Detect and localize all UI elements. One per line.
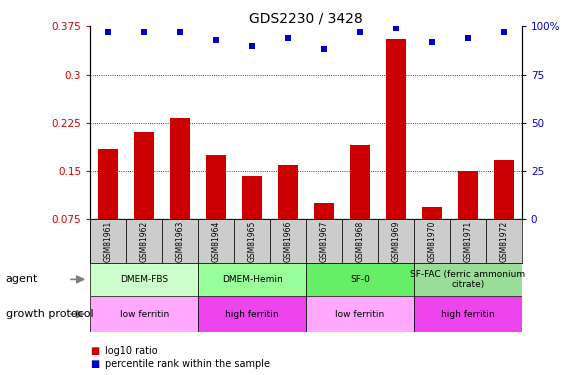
Text: GSM81969: GSM81969 [391,220,401,262]
Bar [414,296,522,332]
Bar [306,219,342,262]
Point [247,42,257,48]
Text: high ferritin: high ferritin [441,310,494,319]
Bar [99,148,118,219]
Point [139,29,149,35]
Bar [198,219,234,262]
Bar [127,219,162,262]
Text: percentile rank within the sample: percentile rank within the sample [105,359,270,369]
Text: ■: ■ [90,346,100,355]
Bar [162,219,198,262]
Point [175,29,185,35]
Point [463,35,472,41]
Title: GDS2230 / 3428: GDS2230 / 3428 [249,11,363,25]
Bar [386,39,406,219]
Bar [234,219,270,262]
Bar [270,219,306,262]
Text: GSM81967: GSM81967 [319,220,329,262]
Bar [170,118,190,219]
Bar [90,219,127,262]
Bar [458,171,477,219]
Point [319,46,329,53]
Bar [90,262,198,296]
Bar [486,219,522,262]
Text: GSM81966: GSM81966 [283,220,293,262]
Text: GSM81962: GSM81962 [140,220,149,262]
Text: GSM81963: GSM81963 [175,220,185,262]
Text: log10 ratio: log10 ratio [105,346,157,355]
Bar [243,176,262,219]
Text: DMEM-Hemin: DMEM-Hemin [222,275,283,284]
Bar [450,219,486,262]
Point [427,39,437,45]
Bar [90,296,198,332]
Bar [278,165,298,219]
Text: GSM81965: GSM81965 [248,220,257,262]
Text: GSM81964: GSM81964 [212,220,221,262]
Text: GSM81961: GSM81961 [104,220,113,262]
Point [499,29,508,35]
Point [104,29,113,35]
Bar [198,296,306,332]
Text: high ferritin: high ferritin [226,310,279,319]
Bar [306,262,414,296]
Text: agent: agent [6,274,38,284]
Text: GSM81972: GSM81972 [499,220,508,262]
Point [355,29,365,35]
Text: DMEM-FBS: DMEM-FBS [120,275,168,284]
Text: low ferritin: low ferritin [335,310,385,319]
Bar [342,219,378,262]
Text: low ferritin: low ferritin [120,310,169,319]
Bar [206,155,226,219]
Bar [314,203,334,219]
Text: growth protocol: growth protocol [6,309,93,319]
Text: SF-FAC (ferric ammonium
citrate): SF-FAC (ferric ammonium citrate) [410,270,525,289]
Bar [494,159,514,219]
Bar [198,262,306,296]
Point [391,25,401,31]
Text: SF-0: SF-0 [350,275,370,284]
Bar [306,296,414,332]
Bar [135,132,154,219]
Text: GSM81970: GSM81970 [427,220,437,262]
Bar [422,207,442,219]
Bar [414,219,450,262]
Bar [350,146,370,219]
Point [212,37,221,43]
Bar [414,262,522,296]
Text: GSM81968: GSM81968 [356,220,364,262]
Point [283,35,293,41]
Bar [378,219,414,262]
Text: ■: ■ [90,359,100,369]
Text: GSM81971: GSM81971 [463,220,472,262]
